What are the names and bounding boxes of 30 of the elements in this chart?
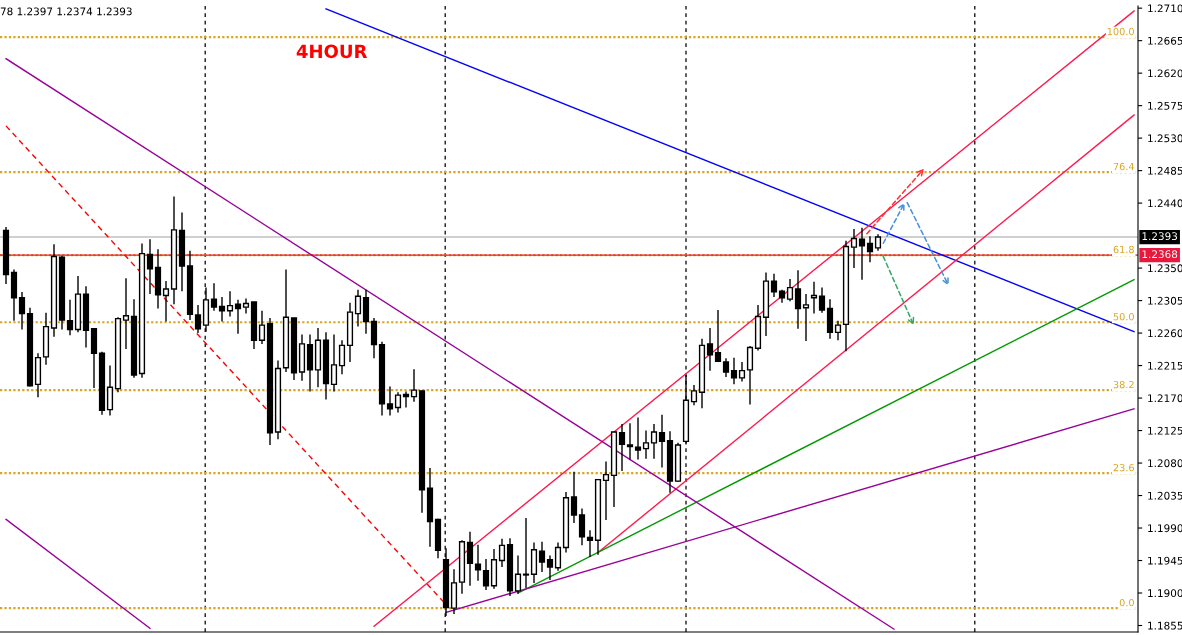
y-tick-label: 1.2620	[1148, 69, 1182, 78]
annotation: 61.8	[1113, 245, 1134, 254]
y-tick-label: 1.2305	[1148, 296, 1182, 305]
y-tick-label: 1.2035	[1148, 491, 1182, 500]
annotation: 23.6	[1113, 463, 1134, 472]
y-tick-label: 1.2530	[1148, 134, 1182, 143]
y-tick-label: 1.2080	[1148, 459, 1182, 468]
y-tick-label: 1.2575	[1148, 101, 1182, 110]
annotation: 100.0	[1107, 27, 1134, 36]
y-tick-label: 1.1990	[1148, 524, 1182, 533]
annotation: 0.0	[1119, 598, 1134, 607]
annotation: 38.2	[1113, 380, 1134, 389]
y-tick-label: 1.2260	[1148, 329, 1182, 338]
y-tick-label: 1.2485	[1148, 166, 1182, 175]
text: 4HOUR	[296, 44, 368, 59]
y-tick-label: 1.2440	[1148, 199, 1182, 208]
y-tick-label: 1.2665	[1148, 36, 1182, 45]
annotation: 76.4	[1113, 162, 1135, 171]
y-tick-label: 1.2710	[1148, 4, 1182, 13]
y-tick-label: 1.2215	[1148, 361, 1182, 370]
annotation: 50.0	[1113, 313, 1134, 321]
y-tick-label: 1.1900	[1148, 589, 1182, 598]
y-tick-label: 1.2350	[1148, 264, 1182, 273]
y-tick-label: 1.2125	[1148, 426, 1182, 435]
y-tick-label: 1.1855	[1148, 621, 1182, 630]
annotation: 78 1.2397 1.2374 1.2393	[0, 7, 132, 16]
ref-line-label: 1.2393	[1142, 232, 1178, 241]
y-tick-label: 1.1945	[1148, 556, 1182, 565]
y-tick-label: 1.2170	[1148, 394, 1182, 403]
ref-line-label: 1.2368	[1142, 250, 1178, 259]
